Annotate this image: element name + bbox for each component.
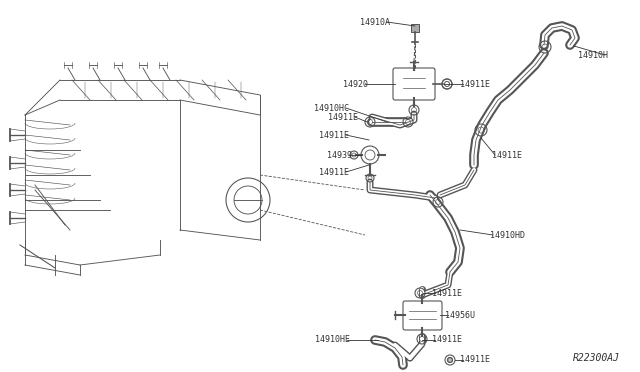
Text: 14910H: 14910H (578, 51, 608, 60)
Text: 14911E: 14911E (460, 356, 490, 365)
Text: 14911E: 14911E (492, 151, 522, 160)
Text: 14956U: 14956U (445, 311, 475, 320)
Text: 14911E: 14911E (319, 167, 349, 176)
Text: R22300AJ: R22300AJ (573, 353, 620, 363)
Text: 14910A: 14910A (360, 17, 390, 26)
Text: 14910HC: 14910HC (314, 103, 349, 112)
Text: 14910HD: 14910HD (490, 231, 525, 240)
Text: 14939: 14939 (327, 151, 352, 160)
Text: 14910HE: 14910HE (315, 336, 350, 344)
Text: 14911E: 14911E (328, 112, 358, 122)
Bar (411, 24, 419, 32)
Text: 14911E: 14911E (319, 131, 349, 140)
Text: 14920: 14920 (343, 80, 368, 89)
Text: 14911E: 14911E (432, 289, 462, 298)
Text: 14911E: 14911E (460, 80, 490, 89)
Text: 14911E: 14911E (432, 336, 462, 344)
